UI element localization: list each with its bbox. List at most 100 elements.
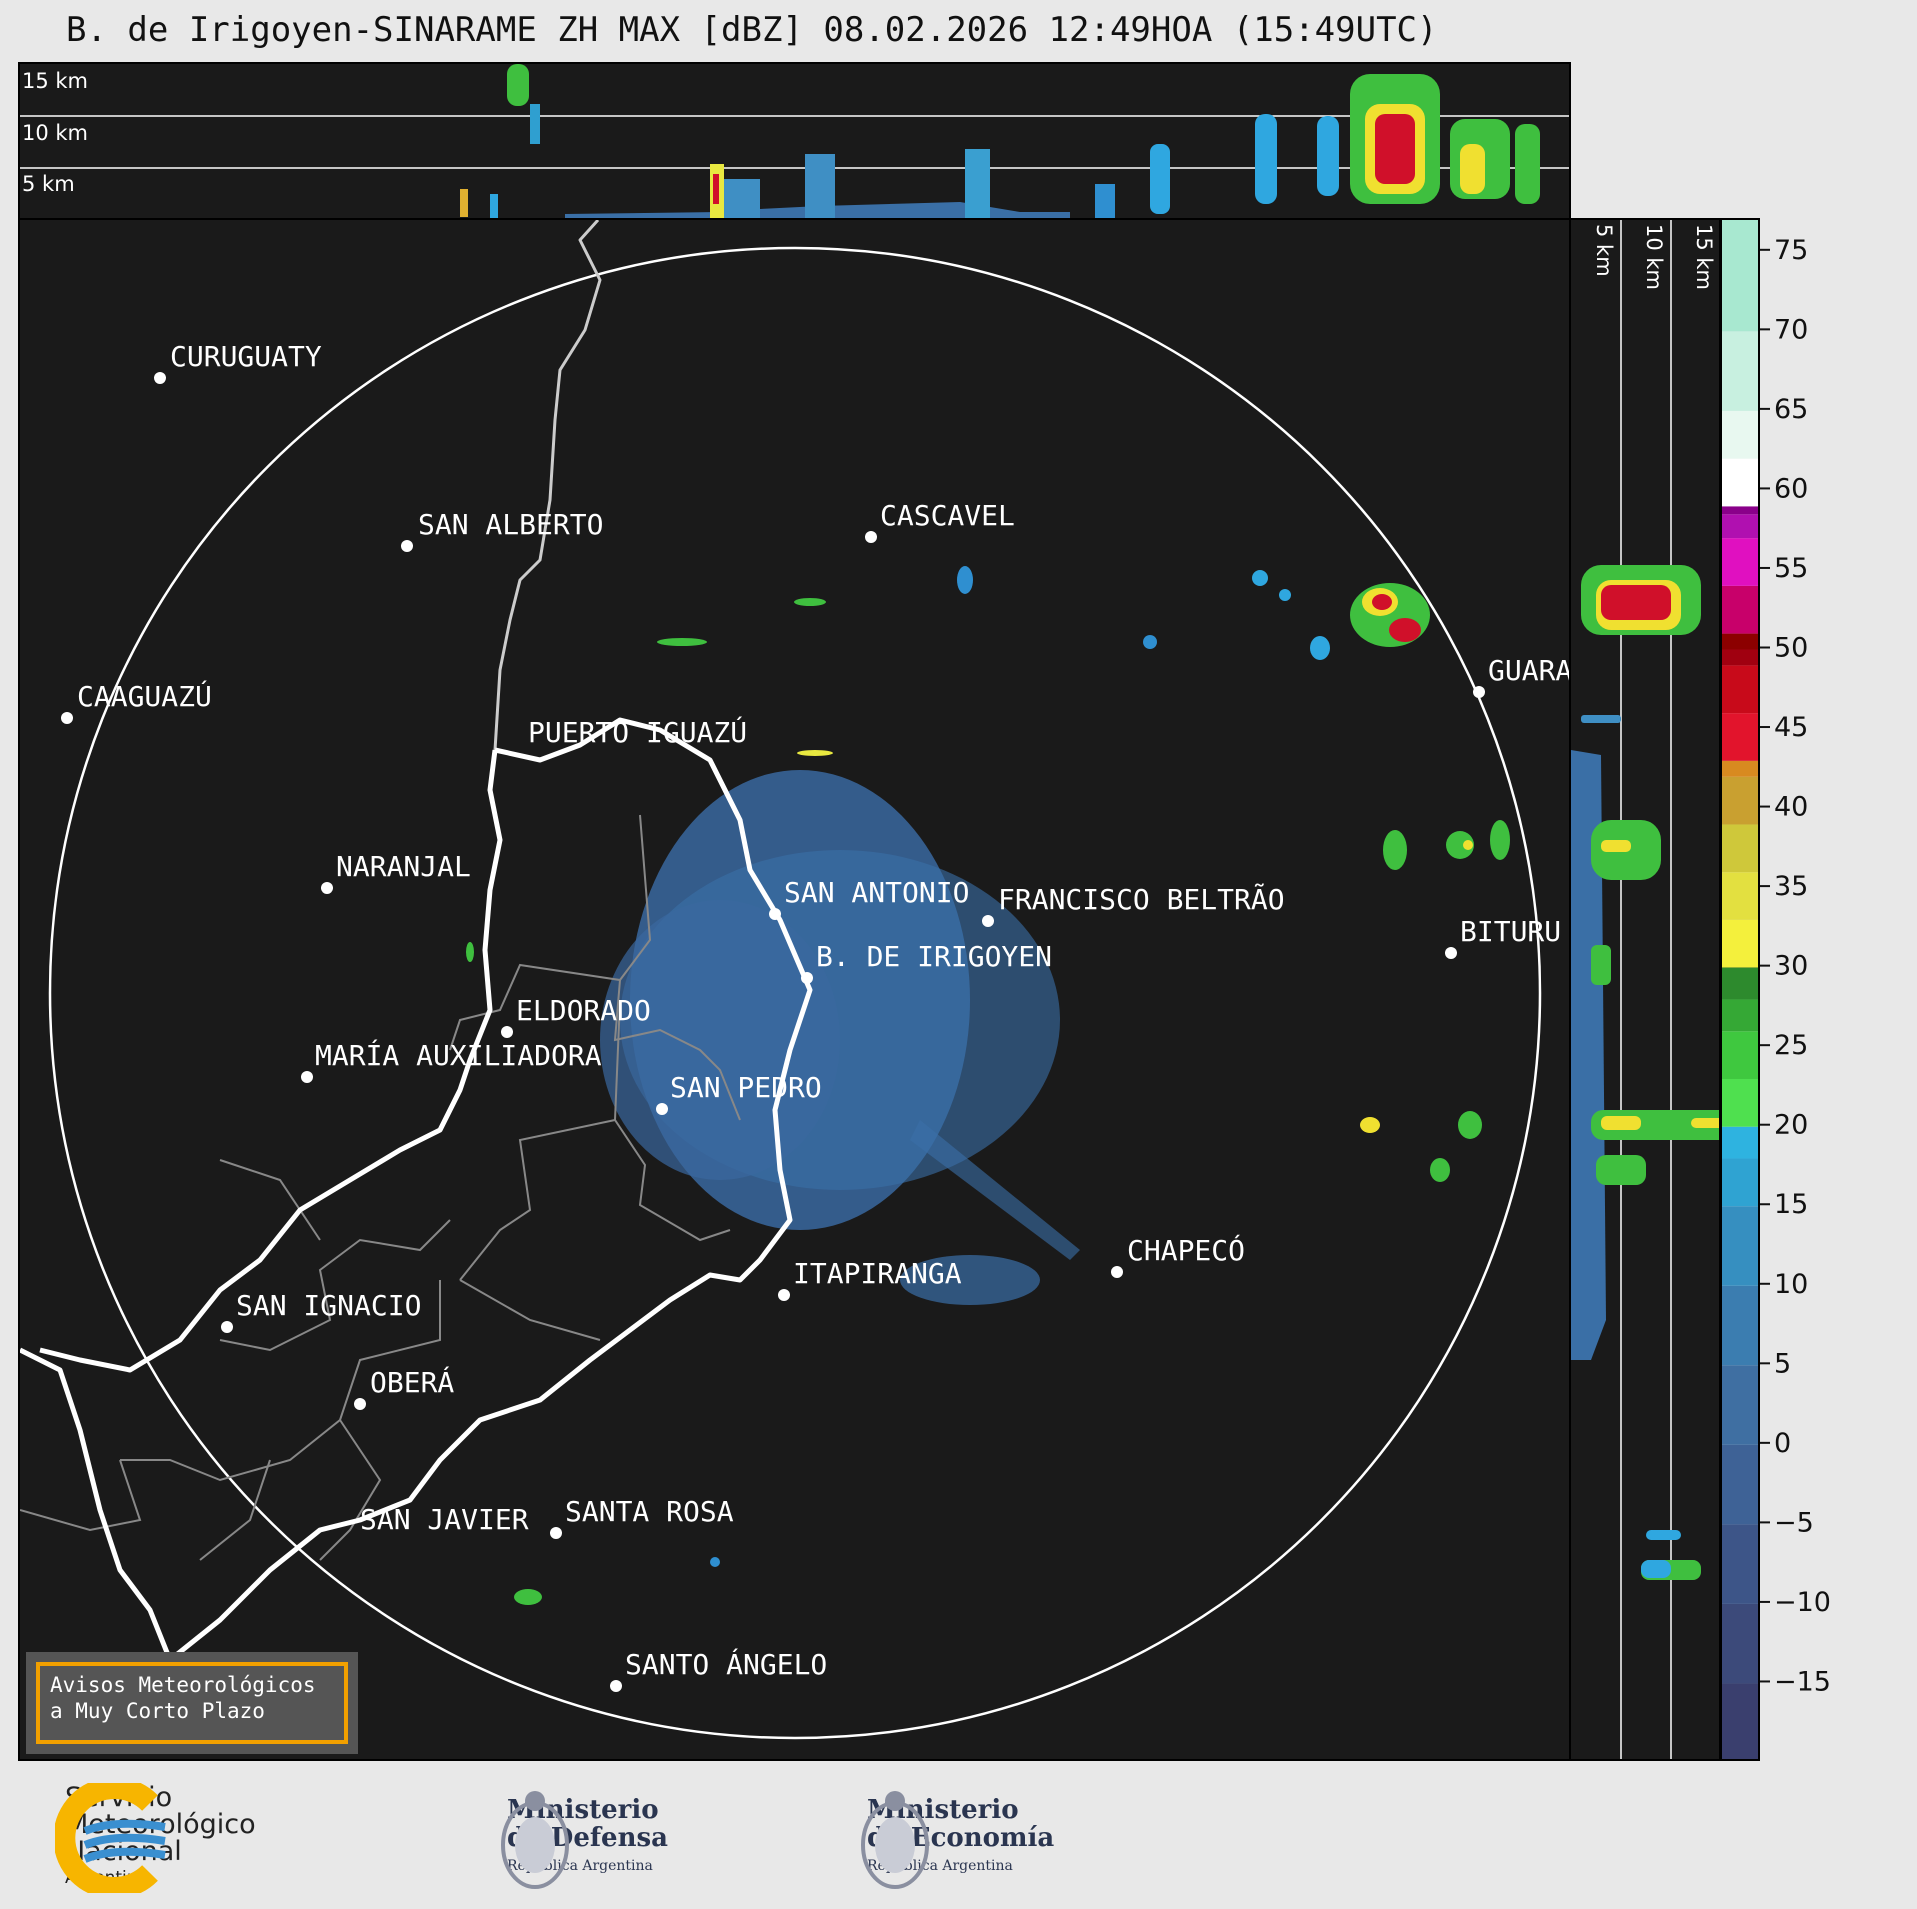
city-label: OBERÁ (370, 1365, 454, 1399)
city-dot[interactable] (550, 1527, 562, 1539)
colorbar-bin (1722, 1158, 1758, 1207)
city-label: MARÍA AUXILIADORA (315, 1038, 602, 1072)
warnings-line-1: Avisos Meteorológicos (50, 1673, 316, 1697)
colorbar-bin (1722, 331, 1758, 411)
colorbar-bin (1722, 872, 1758, 920)
colorbar-bin (1722, 967, 1758, 968)
colorbar-bin (1722, 1683, 1758, 1759)
colorbar-tick-label: 55 (1774, 553, 1808, 584)
city-label: CURUGUATY (170, 340, 322, 373)
city-label: CASCAVEL (880, 499, 1015, 532)
colorbar-bin (1722, 967, 1758, 1000)
colorbar-tick-label: 50 (1774, 632, 1808, 663)
colorbar-tick-label: 60 (1774, 473, 1808, 504)
map-title: B. de Irigoyen-SINARAME ZH MAX [dBZ] 08.… (66, 10, 1438, 50)
radar-site-dot[interactable] (801, 972, 813, 984)
top-level-label: 10 km (22, 121, 88, 145)
colorbar-bin (1722, 649, 1758, 666)
city-label: SAN JAVIER (360, 1503, 529, 1536)
city-label: BITURU (1460, 915, 1561, 948)
radar-map-canvas: CURUGUATY SAN ALBERTO CASCAVEL CAAGUAZÚ … (20, 220, 1569, 1740)
city-label: PUERTO IGUAZÚ (528, 715, 747, 749)
colorbar-tick-label: 30 (1774, 951, 1808, 982)
city-dot[interactable] (610, 1680, 622, 1692)
coat-of-arms-icon (861, 1791, 929, 1889)
colorbar-bin (1722, 713, 1758, 761)
city-dot[interactable] (1445, 947, 1457, 959)
colorbar-gradient (1722, 220, 1758, 1759)
city-label: ITAPIRANGA (793, 1257, 962, 1290)
internal-boundaries (20, 814, 741, 1561)
country-borders (20, 220, 813, 1663)
city-dot[interactable] (1111, 1266, 1123, 1278)
city-dot[interactable] (769, 908, 781, 920)
colorbar-bin (1722, 1365, 1758, 1445)
side-cross-section-plot: 5 km 10 km 15 km (1571, 220, 1719, 1759)
colorbar-bin (1722, 220, 1758, 332)
range-ring (48, 246, 1542, 1740)
colorbar-bin (1722, 1206, 1758, 1286)
city-label: NARANJAL (336, 850, 471, 883)
smn-logo-icon (55, 1783, 166, 1893)
city-label: SANTO ÁNGELO (625, 1647, 827, 1681)
colorbar-tick-label: 25 (1774, 1030, 1808, 1061)
city-label: B. DE IRIGOYEN (816, 940, 1052, 973)
city-dot[interactable] (354, 1398, 366, 1410)
top-cross-section-plot: 15 km 10 km 5 km (20, 64, 1569, 218)
colorbar-bin (1722, 776, 1758, 825)
city-dot[interactable] (982, 915, 994, 927)
colorbar-tick-label: 35 (1774, 871, 1808, 902)
colorbar-bin (1722, 585, 1758, 634)
colorbar-tick-label: 0 (1774, 1428, 1791, 1459)
top-echoes (460, 64, 1540, 218)
city-label: CAAGUAZÚ (77, 679, 212, 713)
side-cross-section-panel: 5 km 10 km 15 km (1569, 218, 1721, 1761)
city-label: CHAPECÓ (1127, 1233, 1245, 1267)
city-label: SAN ALBERTO (418, 508, 603, 541)
footer-logos: Servicio Meteorológico Nacional Argentin… (0, 1765, 1917, 1909)
city-label: SAN PEDRO (670, 1071, 822, 1104)
top-cross-section-panel: 15 km 10 km 5 km (18, 62, 1571, 220)
colorbar-tick-label: −15 (1774, 1666, 1831, 1697)
city-dot[interactable] (1473, 686, 1485, 698)
city-markers: CURUGUATY SAN ALBERTO CASCAVEL CAAGUAZÚ … (61, 340, 1569, 1692)
colorbar-bin (1722, 506, 1758, 515)
city-dot[interactable] (501, 1026, 513, 1038)
warnings-line-2: a Muy Corto Plazo (50, 1699, 265, 1723)
colorbar-tick-label: 20 (1774, 1110, 1808, 1141)
colorbar-bin (1722, 410, 1758, 459)
city-dot[interactable] (778, 1289, 790, 1301)
city-dot[interactable] (321, 882, 333, 894)
colorbar-tick-labels: 75 70 65 60 55 50 45 40 35 30 25 20 15 10 5 0 −5 −10 −15 (1760, 218, 1910, 1761)
city-label: ELDORADO (516, 994, 651, 1027)
city-dot[interactable] (154, 372, 166, 384)
colorbar-bin (1722, 919, 1758, 968)
colorbar-tick-label: 70 (1774, 314, 1808, 345)
defensa-logo-block: Ministerio de Defensa República Argentin… (495, 1783, 668, 1893)
warnings-box[interactable]: Avisos Meteorológicos a Muy Corto Plazo (26, 1652, 358, 1754)
colorbar-tick-label: 75 (1774, 235, 1808, 266)
colorbar-bin (1722, 1285, 1758, 1366)
city-dot[interactable] (401, 540, 413, 552)
colorbar-bin (1722, 824, 1758, 873)
city-dot[interactable] (301, 1071, 313, 1083)
colorbar-tick-label: 45 (1774, 712, 1808, 743)
radar-map[interactable]: CURUGUATY SAN ALBERTO CASCAVEL CAAGUAZÚ … (18, 218, 1571, 1761)
colorbar-bin (1722, 1444, 1758, 1525)
city-dot[interactable] (61, 712, 73, 724)
colorbar-bin (1722, 665, 1758, 714)
colorbar-bin (1722, 1524, 1758, 1604)
city-dot[interactable] (656, 1103, 668, 1115)
colorbar-tick-label: 65 (1774, 394, 1808, 425)
side-level-label: 15 km (1692, 224, 1716, 290)
colorbar-tick-label: 40 (1774, 792, 1808, 823)
colorbar-bin (1722, 1603, 1758, 1684)
city-dot[interactable] (865, 531, 877, 543)
city-label: FRANCISCO BELTRÃO (998, 883, 1285, 916)
colorbar-bin (1722, 760, 1758, 777)
city-dot[interactable] (221, 1321, 233, 1333)
reflectivity-colorbar (1720, 218, 1760, 1761)
coat-of-arms-icon (501, 1791, 569, 1889)
top-level-label: 15 km (22, 69, 88, 93)
